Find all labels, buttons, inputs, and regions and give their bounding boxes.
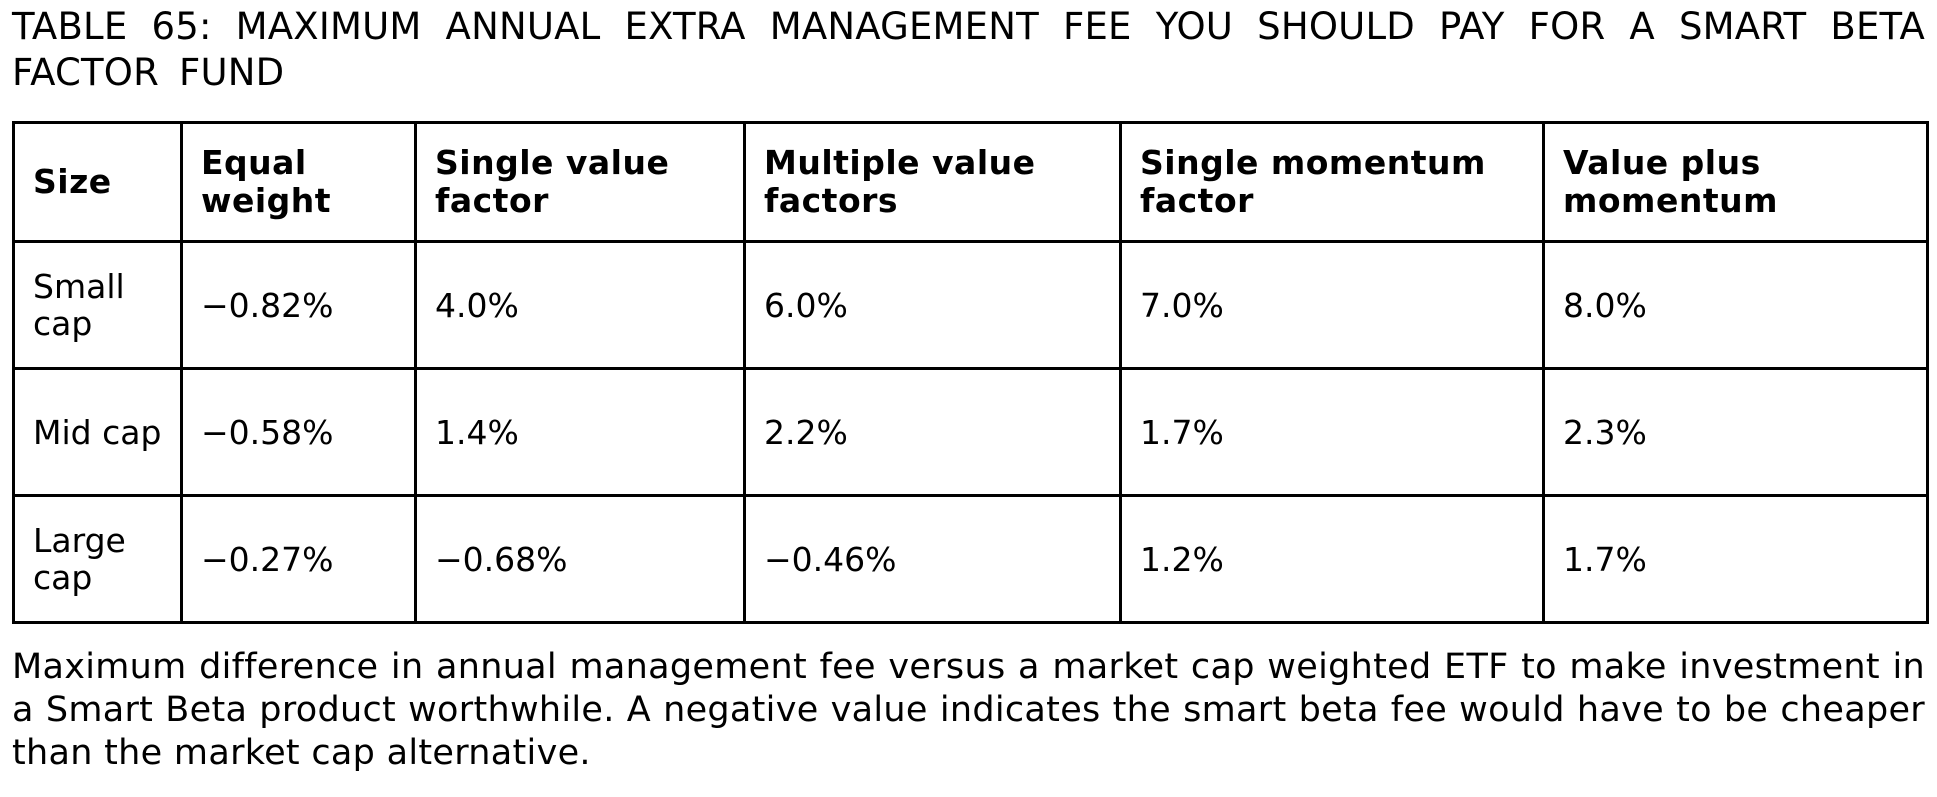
table-cell: −0.27% xyxy=(180,494,417,624)
table-cell: 2.2% xyxy=(743,367,1122,497)
table-cell: 8.0% xyxy=(1542,240,1929,370)
table-row: Large cap −0.27% −0.68% −0.46% 1.2% 1.7% xyxy=(12,494,1929,624)
table-cell: 1.7% xyxy=(1119,367,1545,497)
column-header-single-value-factor: Single value factor xyxy=(414,121,746,243)
table-cell: 6.0% xyxy=(743,240,1122,370)
table-cell: 7.0% xyxy=(1119,240,1545,370)
table-cell: 2.3% xyxy=(1542,367,1929,497)
table-cell: 1.4% xyxy=(414,367,746,497)
fee-table: Size Equal weight Single value factor Mu… xyxy=(12,121,1929,624)
table-cell: −0.46% xyxy=(743,494,1122,624)
row-label: Mid cap xyxy=(12,367,183,497)
table-cell: −0.58% xyxy=(180,367,417,497)
table-cell: 1.7% xyxy=(1542,494,1929,624)
table-cell: −0.68% xyxy=(414,494,746,624)
table-header-row: Size Equal weight Single value factor Mu… xyxy=(12,121,1929,243)
column-header-multiple-value-factors: Multiple value factors xyxy=(743,121,1122,243)
column-header-single-momentum-factor: Single momentum factor xyxy=(1119,121,1545,243)
table-cell: −0.82% xyxy=(180,240,417,370)
table-title: TABLE 65: MAXIMUM ANNUAL EXTRA MANAGEMEN… xyxy=(12,5,1925,94)
table-cell: 4.0% xyxy=(414,240,746,370)
column-header-size: Size xyxy=(12,121,183,243)
row-label: Large cap xyxy=(12,494,183,624)
column-header-value-plus-momentum: Value plus momentum xyxy=(1542,121,1929,243)
table-row: Small cap −0.82% 4.0% 6.0% 7.0% 8.0% xyxy=(12,240,1929,370)
column-header-equal-weight: Equal weight xyxy=(180,121,417,243)
table-cell: 1.2% xyxy=(1119,494,1545,624)
row-label: Small cap xyxy=(12,240,183,370)
table-caption: Maximum difference in annual management … xyxy=(12,647,1925,773)
table-row: Mid cap −0.58% 1.4% 2.2% 1.7% 2.3% xyxy=(12,367,1929,497)
